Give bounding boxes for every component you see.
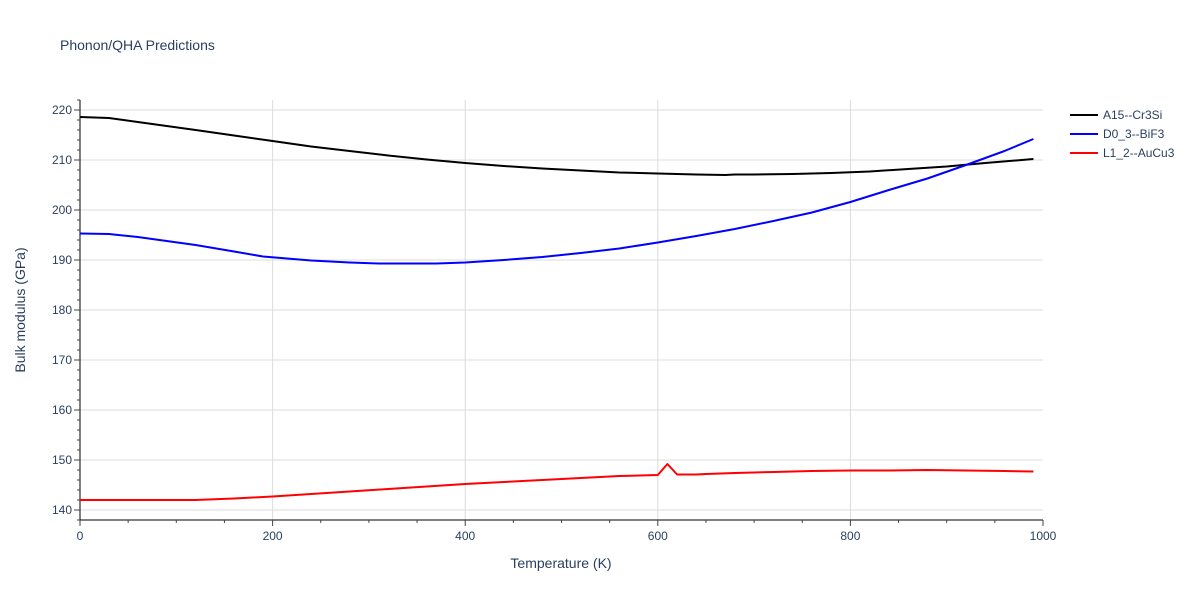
- legend-label: D0_3--BiF3: [1103, 127, 1165, 141]
- legend-label: L1_2--AuCu3: [1103, 146, 1175, 160]
- x-axis-title: Temperature (K): [510, 555, 611, 571]
- grid-lines: [80, 100, 1043, 520]
- series-line-l1-2-aucu3: [80, 463, 1034, 501]
- series-line-a15-cr3si: [79, 116, 1034, 176]
- y-tick-label: 200: [52, 203, 72, 217]
- y-tick-label: 210: [52, 153, 72, 167]
- legend: A15--Cr3Si D0_3--BiF3 L1_2--AuCu3: [1070, 108, 1175, 160]
- y-tick-label: 140: [52, 503, 72, 517]
- y-tick-label: 220: [52, 103, 72, 117]
- x-tick-label: 200: [263, 529, 283, 543]
- y-tick-label: 170: [52, 353, 72, 367]
- y-tick-label: 160: [52, 403, 72, 417]
- x-tick-label: 1000: [1030, 529, 1057, 543]
- chart-title: Phonon/QHA Predictions: [60, 37, 215, 53]
- y-axis-title: Bulk modulus (GPa): [12, 247, 28, 372]
- axes: 0 200 400 600 800 1000 140 150 160 170 180 190 200 21…: [52, 99, 1057, 543]
- x-tick-label: 600: [648, 529, 668, 543]
- y-tick-label: 180: [52, 303, 72, 317]
- y-tick-label: 190: [52, 253, 72, 267]
- y-tick-label: 150: [52, 453, 72, 467]
- series-layer: [79, 116, 1034, 501]
- x-tick-label: 0: [77, 529, 84, 543]
- series-line-d0-3-bif3: [79, 138, 1034, 265]
- x-tick-label: 400: [455, 529, 475, 543]
- legend-label: A15--Cr3Si: [1103, 108, 1162, 122]
- x-tick-label: 800: [840, 529, 860, 543]
